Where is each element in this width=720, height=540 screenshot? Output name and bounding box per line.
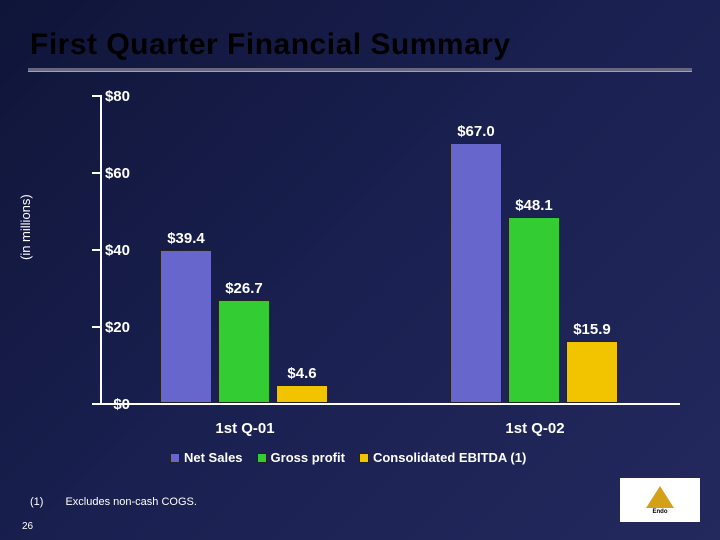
legend-item-netsales: Net Sales (170, 450, 243, 465)
page-title: First Quarter Financial Summary (30, 28, 511, 62)
ytick-label-40: $40 (80, 242, 130, 259)
bar-q1-ebitda (276, 385, 328, 403)
legend-label-gross: Gross profit (271, 450, 345, 465)
legend: Net Sales Gross profit Consolidated EBIT… (170, 450, 670, 465)
ytick-label-20: $20 (80, 319, 130, 336)
title-underline (28, 68, 692, 72)
label-q1-ebitda: $4.6 (273, 365, 331, 382)
label-q2-ebitda: $15.9 (563, 321, 621, 338)
label-q1-netsales: $39.4 (157, 230, 215, 247)
legend-label-netsales: Net Sales (184, 450, 243, 465)
label-q2-gross: $48.1 (505, 197, 563, 214)
y-axis-title-text: (in millions) (18, 194, 33, 260)
legend-swatch-netsales (170, 453, 180, 463)
ytick-label-0: $0 (80, 396, 130, 413)
legend-swatch-gross (257, 453, 267, 463)
label-q2-netsales: $67.0 (447, 123, 505, 140)
chart-area: $39.4 $26.7 $4.6 $67.0 $48.1 $15.9 (100, 95, 680, 405)
y-axis-title: (in millions) (18, 194, 33, 260)
bar-q2-ebitda (566, 341, 618, 403)
footnote: (1) Excludes non-cash COGS. (30, 496, 197, 508)
bar-q2-netsales (450, 143, 502, 403)
footnote-marker: (1) (30, 496, 43, 508)
title-text: First Quarter Financial Summary (30, 28, 511, 61)
bar-q1-netsales (160, 250, 212, 403)
brand-logo: Endo (620, 478, 700, 522)
ytick-label-60: $60 (80, 165, 130, 182)
legend-item-ebitda: Consolidated EBITDA (1) (359, 450, 526, 465)
legend-swatch-ebitda (359, 453, 369, 463)
logo-brand-text: Endo (653, 509, 668, 515)
label-q1-gross: $26.7 (215, 280, 273, 297)
xcat-label-0: 1st Q-01 (195, 420, 295, 437)
logo-triangle-icon (646, 486, 674, 508)
bar-q1-gross (218, 300, 270, 403)
xcat-label-1: 1st Q-02 (485, 420, 585, 437)
legend-label-ebitda: Consolidated EBITDA (1) (373, 450, 526, 465)
legend-item-gross: Gross profit (257, 450, 345, 465)
x-axis-line (100, 403, 680, 405)
footnote-text: Excludes non-cash COGS. (65, 496, 196, 508)
page-number: 26 (22, 521, 33, 532)
ytick-label-80: $80 (80, 88, 130, 105)
bar-q2-gross (508, 217, 560, 403)
